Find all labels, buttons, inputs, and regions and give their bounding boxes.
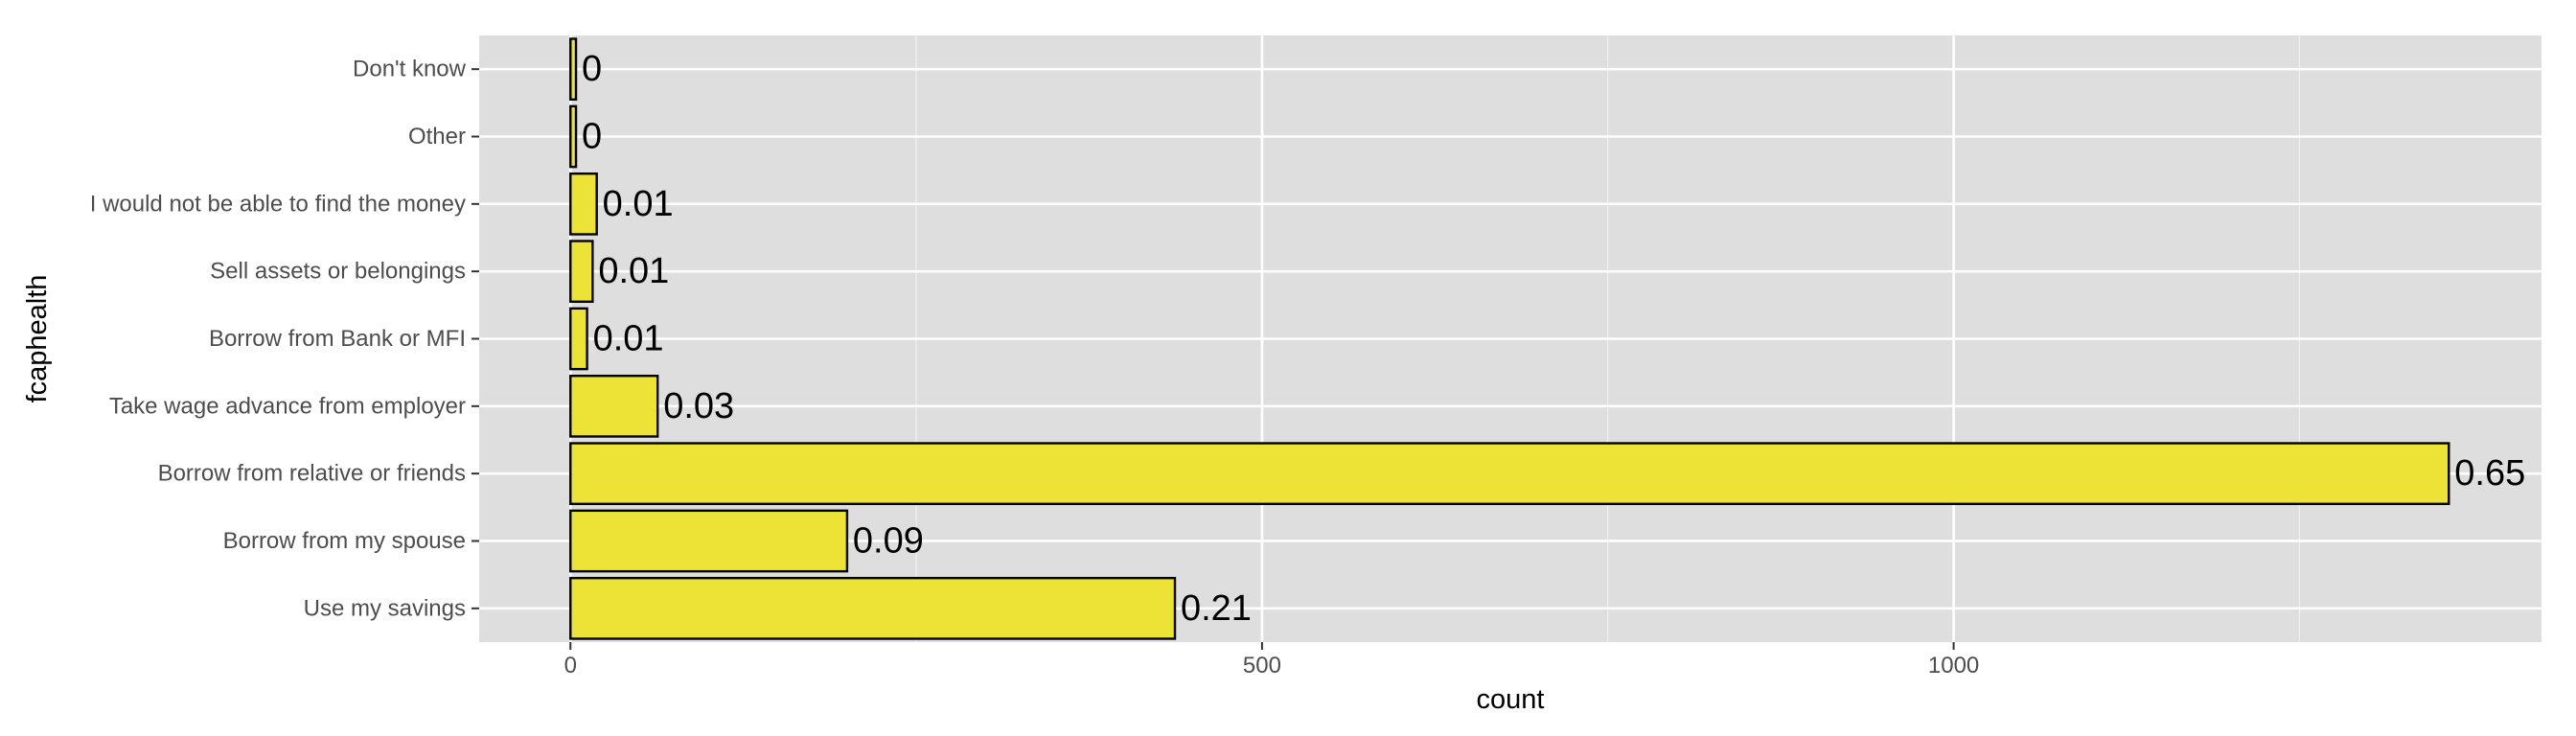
x-tick-label: 500 xyxy=(1243,653,1281,678)
bar-value-label: 0 xyxy=(582,49,602,89)
x-tick-label: 0 xyxy=(564,653,577,678)
bar-value-label: 0.01 xyxy=(603,184,674,224)
bar xyxy=(569,37,578,102)
bar xyxy=(569,576,1177,640)
bar xyxy=(569,509,849,573)
y-tick-label: Borrow from Bank or MFI xyxy=(209,326,466,352)
bars-group xyxy=(569,37,2450,640)
y-axis-title: fcaphealth xyxy=(22,275,53,403)
y-tick-label: Take wage advance from employer xyxy=(109,393,466,419)
y-tick-label: Other xyxy=(408,124,466,150)
bar-value-label: 0.21 xyxy=(1181,588,1252,629)
y-tick-label: Don't know xyxy=(353,57,467,82)
bar xyxy=(569,240,594,304)
bar xyxy=(569,307,588,371)
y-tick-label: Sell assets or belongings xyxy=(210,259,466,285)
y-tick-label: Borrow from my spouse xyxy=(223,528,466,554)
bar-value-label: 0.65 xyxy=(2454,453,2525,494)
bar-value-label: 0.03 xyxy=(663,386,734,426)
bar xyxy=(569,104,578,169)
y-tick-label: I would not be able to find the money xyxy=(90,191,466,217)
bar xyxy=(569,442,2450,506)
x-axis-title: count xyxy=(1477,684,1545,715)
x-tick-label: 1000 xyxy=(1928,653,1979,678)
bar-value-label: 0 xyxy=(582,117,602,157)
bar xyxy=(569,374,659,438)
bar-value-label: 0.09 xyxy=(853,521,924,562)
y-tick-label: Use my savings xyxy=(304,595,466,621)
bar-value-label: 0.01 xyxy=(593,319,664,359)
bar-value-label: 0.01 xyxy=(598,251,669,291)
y-axis: Use my savings Borrow from my spouse Borro… xyxy=(90,57,479,621)
bar xyxy=(569,172,598,236)
y-tick-label: Borrow from relative or friends xyxy=(158,461,466,487)
x-axis: 0 500 1000 xyxy=(564,642,1979,678)
